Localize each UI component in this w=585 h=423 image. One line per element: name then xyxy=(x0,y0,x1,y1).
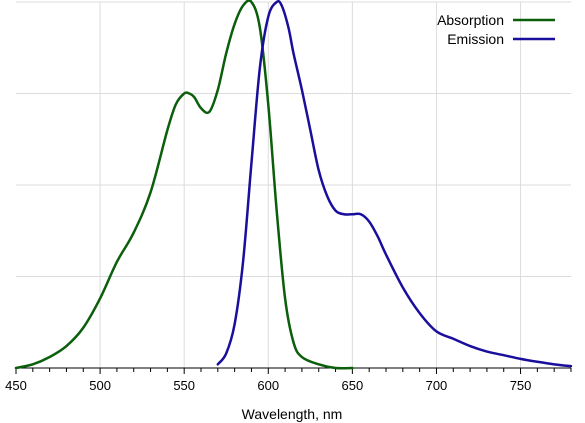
x-tick-label: 750 xyxy=(510,378,532,393)
x-axis-title: Wavelength, nm xyxy=(242,406,343,422)
x-tick-label: 700 xyxy=(426,378,448,393)
series-line-absorption xyxy=(14,0,354,370)
series-layer xyxy=(14,0,573,370)
legend: Absorption Emission xyxy=(437,12,555,47)
x-tick-label: 500 xyxy=(89,378,111,393)
x-tick-label: 650 xyxy=(342,378,364,393)
series-line-emission xyxy=(216,0,573,368)
legend-label: Absorption xyxy=(437,12,504,28)
grid-layer xyxy=(16,1,571,368)
x-axis: 450 500 550 600 650 700 750 xyxy=(5,367,572,393)
x-tick-label: 450 xyxy=(5,378,27,393)
x-tick-label: 600 xyxy=(257,378,279,393)
legend-label: Emission xyxy=(447,31,504,47)
x-tick-label: 550 xyxy=(173,378,195,393)
